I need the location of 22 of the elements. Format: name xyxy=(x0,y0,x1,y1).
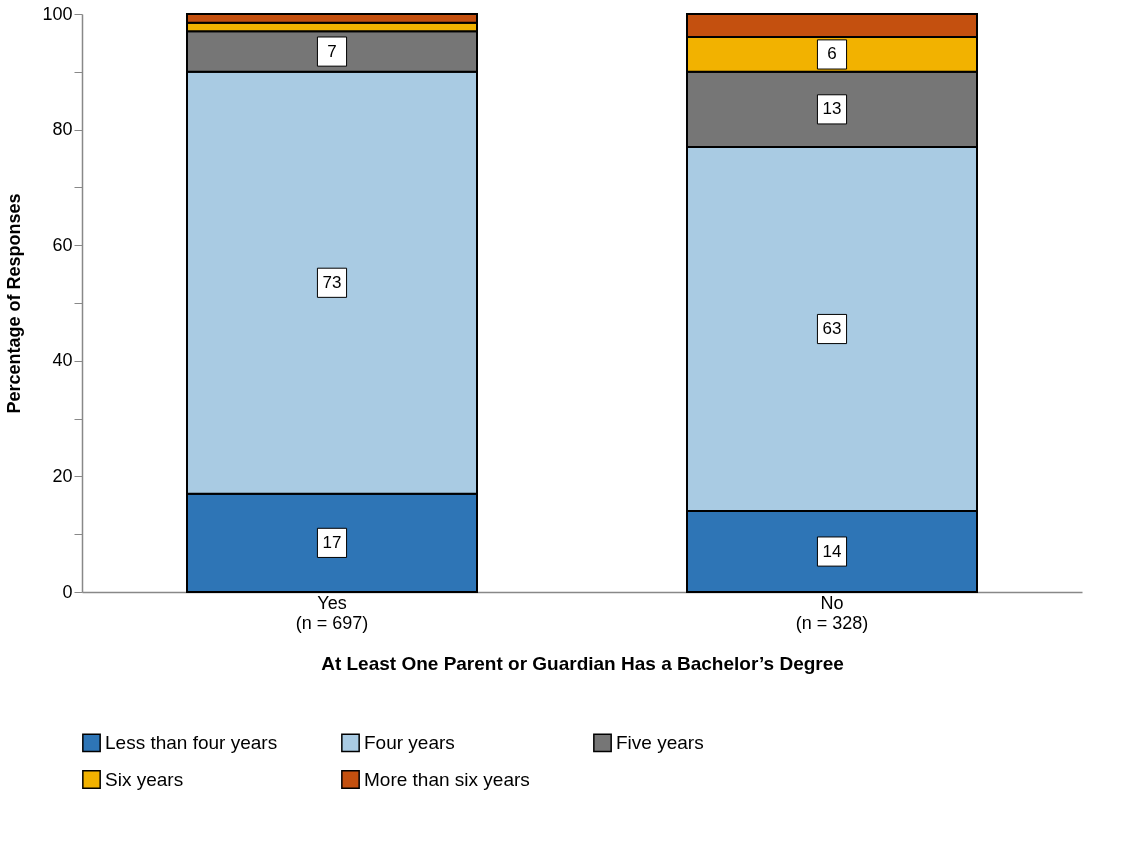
y-tick-label: 80 xyxy=(52,119,73,140)
x-axis-title: At Least One Parent or Guardian Has a Bachelor’s Degree xyxy=(321,652,844,674)
data-label: 13 xyxy=(822,99,842,119)
data-label: 7 xyxy=(327,41,337,61)
y-tick-label: 20 xyxy=(52,465,73,486)
legend-label: Four years xyxy=(364,731,455,753)
y-tick-label: 100 xyxy=(42,3,73,24)
data-label: 63 xyxy=(822,319,842,339)
y-tick-label: 40 xyxy=(52,350,73,371)
y-tick-label: 0 xyxy=(62,581,73,602)
legend-label: Five years xyxy=(616,731,704,753)
legend-label: More than six years xyxy=(364,768,530,790)
y-axis-title: Percentage of Responses xyxy=(4,193,25,414)
data-label: 17 xyxy=(322,532,342,552)
legend-label: Six years xyxy=(105,768,184,790)
data-label: 73 xyxy=(322,272,342,292)
y-tick-label: 60 xyxy=(52,234,73,255)
x-tick-label: No (n = 328) xyxy=(795,592,869,633)
data-label: 14 xyxy=(822,541,842,561)
data-label: 6 xyxy=(827,44,837,64)
x-tick-label: Yes (n = 697) xyxy=(295,592,369,633)
legend-label: Less than four years xyxy=(105,731,278,753)
